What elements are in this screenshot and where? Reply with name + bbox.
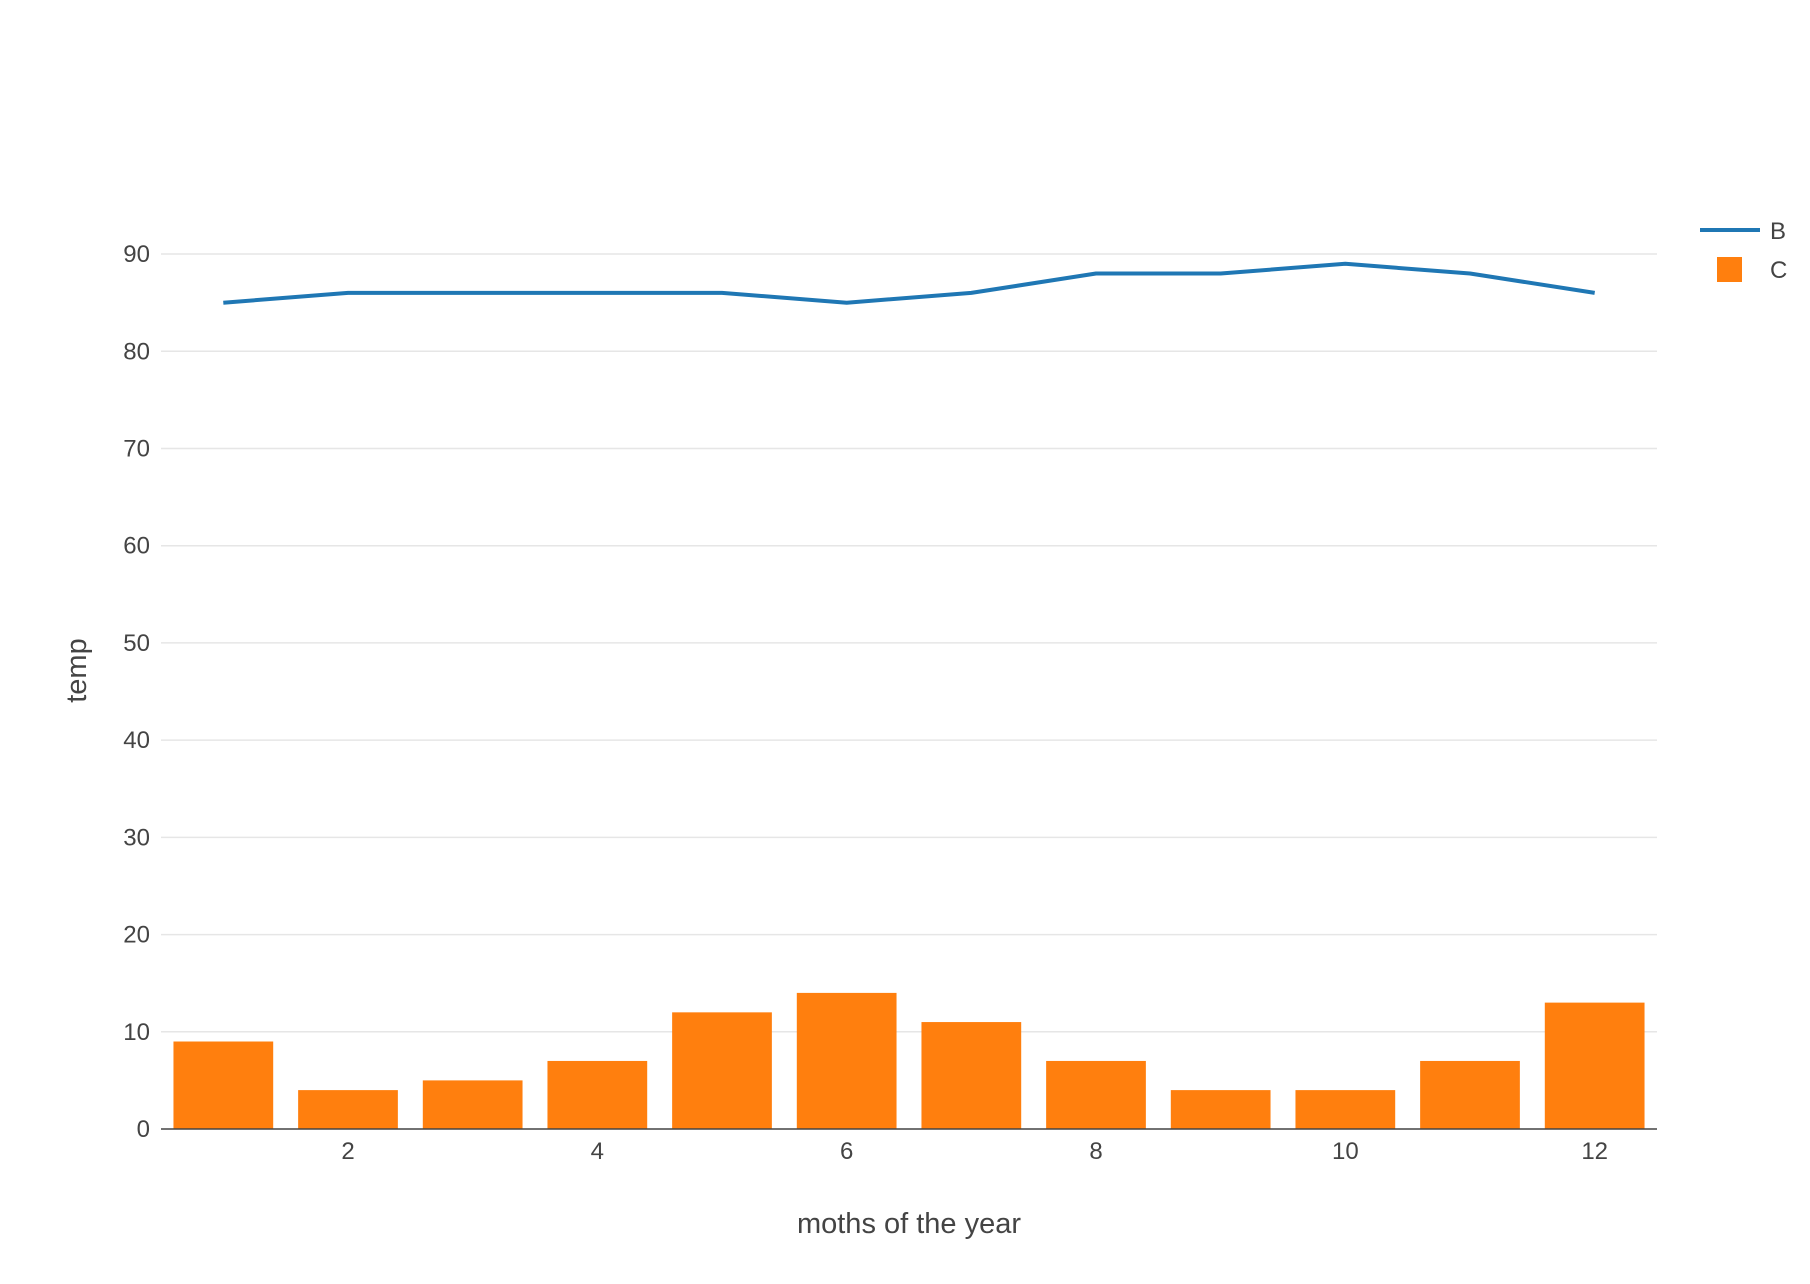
legend-item-c[interactable]: C [1717,257,1787,284]
bar[interactable] [796,992,897,1129]
bar[interactable] [672,1012,772,1129]
x-tick-label: 8 [1089,1138,1102,1165]
y-tick-label: 60 [123,533,150,560]
y-tick-label: 50 [123,630,150,657]
y-tick-label: 80 [123,338,150,365]
y-tick-label: 20 [123,922,150,949]
y-tick-label: 40 [123,727,150,754]
series-line-b[interactable] [223,261,1596,305]
y-tick-labels: 0 10 20 30 40 50 60 70 80 90 [123,241,150,1143]
bar[interactable] [547,1060,648,1129]
x-tick-label: 2 [341,1138,354,1165]
x-tick-label: 10 [1332,1138,1359,1165]
bar[interactable] [1046,1060,1146,1129]
bar[interactable] [298,1090,398,1129]
bar[interactable] [1295,1090,1396,1129]
bar[interactable] [1170,1090,1271,1129]
x-tick-label: 12 [1581,1138,1608,1165]
line-series [223,261,1596,305]
bar[interactable] [422,1080,523,1129]
bar[interactable] [173,1041,274,1129]
bar-series [173,992,1645,1129]
bar[interactable] [1544,1002,1645,1129]
y-tick-label: 70 [123,435,150,462]
y-tick-label: 90 [123,241,150,268]
gridlines [161,253,1657,1033]
legend-label-b: B [1770,218,1786,245]
x-tick-labels: 2 4 6 8 10 12 [341,1138,1608,1165]
y-axis-title: temp [61,638,93,702]
y-tick-label: 0 [137,1116,150,1143]
legend-item-b[interactable]: B [1700,218,1786,245]
x-tick-label: 4 [591,1138,604,1165]
legend[interactable]: B C [1700,218,1787,284]
bar[interactable] [921,1022,1022,1129]
y-tick-label: 30 [123,824,150,851]
x-axis-title: moths of the year [797,1208,1021,1240]
legend-label-c: C [1770,257,1787,284]
legend-bar-swatch [1717,257,1742,282]
x-tick-label: 6 [840,1138,853,1165]
y-tick-label: 10 [123,1019,150,1046]
bar[interactable] [1420,1060,1520,1129]
